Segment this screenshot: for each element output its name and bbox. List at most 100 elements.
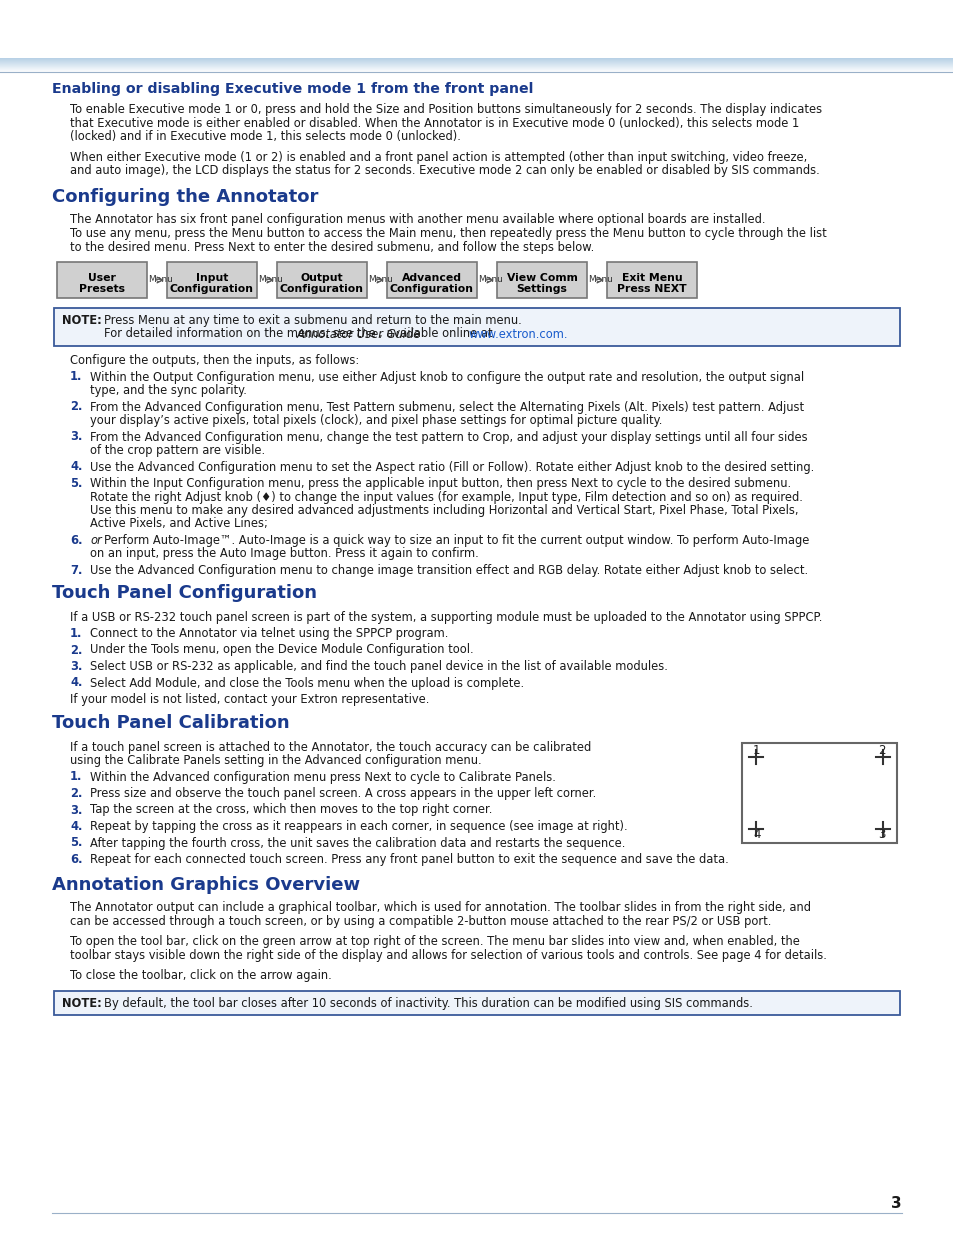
Text: Use the Advanced Configuration menu to set the Aspect ratio (Fill or Follow). Ro: Use the Advanced Configuration menu to s… [90, 461, 814, 473]
Text: 5.: 5. [70, 836, 82, 850]
Text: From the Advanced Configuration menu, change the test pattern to Crop, and adjus: From the Advanced Configuration menu, ch… [90, 431, 807, 443]
Text: that Executive mode is either enabled or disabled. When the Annotator is in Exec: that Executive mode is either enabled or… [70, 116, 799, 130]
Text: By default, the tool bar closes after 10 seconds of inactivity. This duration ca: By default, the tool bar closes after 10… [104, 997, 752, 1010]
Text: User: User [88, 273, 116, 283]
Bar [276, 262, 367, 298]
Text: Configuration: Configuration [390, 284, 474, 294]
Bar [606, 262, 697, 298]
Text: (locked) and if in Executive mode 1, this selects mode 0 (unlocked).: (locked) and if in Executive mode 1, thi… [70, 130, 460, 143]
Text: Press Menu at any time to exit a submenu and return to the main menu.: Press Menu at any time to exit a submenu… [104, 314, 521, 327]
Text: Annotation Graphics Overview: Annotation Graphics Overview [52, 876, 359, 893]
Text: using the Calibrate Panels setting in the Advanced configuration menu.: using the Calibrate Panels setting in th… [70, 755, 481, 767]
Text: 4.: 4. [70, 461, 82, 473]
Text: 7.: 7. [70, 564, 82, 577]
Text: The Annotator has six front panel configuration menus with another menu availabl: The Annotator has six front panel config… [70, 214, 764, 226]
Text: 3.: 3. [70, 659, 82, 673]
Text: When either Executive mode (1 or 2) is enabled and a front panel action is attem: When either Executive mode (1 or 2) is e… [70, 151, 806, 163]
Text: Configuring the Annotator: Configuring the Annotator [52, 188, 318, 205]
Text: your display’s active pixels, total pixels (clock), and pixel phase settings for: your display’s active pixels, total pixe… [90, 414, 661, 427]
Bar [741, 742, 896, 842]
Bar [54, 990, 899, 1015]
Text: Menu: Menu [368, 275, 393, 284]
Text: 6.: 6. [70, 534, 82, 547]
Bar [167, 262, 256, 298]
Text: Menu: Menu [477, 275, 502, 284]
Text: and auto image), the LCD displays the status for 2 seconds. Executive mode 2 can: and auto image), the LCD displays the st… [70, 164, 819, 177]
Text: Input: Input [195, 273, 228, 283]
Text: Menu: Menu [587, 275, 612, 284]
Text: Select USB or RS-232 as applicable, and find the touch panel device in the list : Select USB or RS-232 as applicable, and … [90, 659, 667, 673]
Text: Configuration: Configuration [170, 284, 253, 294]
Text: or: or [90, 534, 102, 547]
Text: Annotator User Guide: Annotator User Guide [296, 327, 420, 341]
Text: To use any menu, press the Menu button to access the Main menu, then repeatedly : To use any menu, press the Menu button t… [70, 227, 826, 240]
Text: NOTE:: NOTE: [62, 997, 102, 1010]
Text: Use the Advanced Configuration menu to change image transition effect and RGB de: Use the Advanced Configuration menu to c… [90, 564, 807, 577]
Text: Exit Menu: Exit Menu [621, 273, 681, 283]
Text: Connect to the Annotator via telnet using the SPPCP program.: Connect to the Annotator via telnet usin… [90, 627, 448, 640]
Text: From the Advanced Configuration menu, Test Pattern submenu, select the Alternati: From the Advanced Configuration menu, Te… [90, 400, 803, 414]
Text: NOTE:: NOTE: [62, 314, 102, 327]
Text: 3.: 3. [70, 431, 82, 443]
Text: For detailed information on the menus, see the: For detailed information on the menus, s… [104, 327, 379, 341]
Text: To close the toolbar, click on the arrow again.: To close the toolbar, click on the arrow… [70, 969, 332, 983]
Bar [497, 262, 586, 298]
Text: 3.: 3. [70, 804, 82, 816]
Text: on an input, press the Auto Image button. Press it again to confirm.: on an input, press the Auto Image button… [90, 547, 478, 561]
Text: View Comm: View Comm [506, 273, 577, 283]
Bar [54, 308, 899, 346]
Text: 4.: 4. [70, 677, 82, 689]
Text: Press NEXT: Press NEXT [617, 284, 686, 294]
Text: 1.: 1. [70, 627, 82, 640]
Text: Use this menu to make any desired advanced adjustments including Horizontal and : Use this menu to make any desired advanc… [90, 504, 798, 517]
Text: of the crop pattern are visible.: of the crop pattern are visible. [90, 445, 265, 457]
Text: Press size and observe the touch panel screen. A cross appears in the upper left: Press size and observe the touch panel s… [90, 787, 596, 800]
Text: To enable Executive mode 1 or 0, press and hold the Size and Position buttons si: To enable Executive mode 1 or 0, press a… [70, 103, 821, 116]
Text: 1.: 1. [70, 370, 82, 384]
Text: 1: 1 [752, 745, 760, 757]
Text: To open the tool bar, click on the green arrow at top right of the screen. The m: To open the tool bar, click on the green… [70, 935, 799, 948]
Text: Repeat by tapping the cross as it reappears in each corner, in sequence (see ima: Repeat by tapping the cross as it reappe… [90, 820, 627, 832]
Text: Under the Tools menu, open the Device Module Configuration tool.: Under the Tools menu, open the Device Mo… [90, 643, 473, 657]
Text: Configure the outputs, then the inputs, as follows:: Configure the outputs, then the inputs, … [70, 354, 359, 367]
Text: Tap the screen at the cross, which then moves to the top right corner.: Tap the screen at the cross, which then … [90, 804, 492, 816]
Text: After tapping the fourth cross, the unit saves the calibration data and restarts: After tapping the fourth cross, the unit… [90, 836, 625, 850]
Text: If a touch panel screen is attached to the Annotator, the touch accuracy can be : If a touch panel screen is attached to t… [70, 741, 591, 753]
Text: type, and the sync polarity.: type, and the sync polarity. [90, 384, 247, 396]
Text: Menu: Menu [148, 275, 172, 284]
Text: Advanced: Advanced [401, 273, 461, 283]
Text: 4.: 4. [70, 820, 82, 832]
Text: Within the Input Configuration menu, press the applicable input button, then pre: Within the Input Configuration menu, pre… [90, 477, 790, 490]
Text: Menu: Menu [257, 275, 283, 284]
Text: The Annotator output can include a graphical toolbar, which is used for annotati: The Annotator output can include a graph… [70, 902, 810, 914]
Text: Repeat for each connected touch screen. Press any front panel button to exit the: Repeat for each connected touch screen. … [90, 853, 728, 866]
Text: Rotate the right Adjust knob (♦) to change the input values (for example, Input : Rotate the right Adjust knob (♦) to chan… [90, 490, 802, 504]
Text: Select Add Module, and close the Tools menu when the upload is complete.: Select Add Module, and close the Tools m… [90, 677, 523, 689]
Text: Perform Auto-Image™. Auto-Image is a quick way to size an input to fit the curre: Perform Auto-Image™. Auto-Image is a qui… [104, 534, 808, 547]
Text: Active Pixels, and Active Lines;: Active Pixels, and Active Lines; [90, 517, 268, 531]
Text: 3: 3 [878, 827, 885, 841]
Text: 2.: 2. [70, 643, 82, 657]
Text: to the desired menu. Press Next to enter the desired submenu, and follow the ste: to the desired menu. Press Next to enter… [70, 241, 594, 253]
Text: Settings: Settings [516, 284, 567, 294]
Text: 5.: 5. [70, 477, 82, 490]
Text: 1.: 1. [70, 771, 82, 783]
Text: Configuration: Configuration [280, 284, 364, 294]
Text: 3: 3 [890, 1195, 901, 1212]
Text: Within the Advanced configuration menu press Next to cycle to Calibrate Panels.: Within the Advanced configuration menu p… [90, 771, 556, 783]
Text: Touch Panel Configuration: Touch Panel Configuration [52, 584, 316, 603]
Text: Touch Panel Calibration: Touch Panel Calibration [52, 715, 290, 732]
Text: 2.: 2. [70, 787, 82, 800]
Text: 4: 4 [752, 827, 760, 841]
Text: If your model is not listed, contact your Extron representative.: If your model is not listed, contact you… [70, 693, 429, 706]
Text: 6.: 6. [70, 853, 82, 866]
Text: Within the Output Configuration menu, use either Adjust knob to configure the ou: Within the Output Configuration menu, us… [90, 370, 803, 384]
Text: 2: 2 [878, 745, 885, 757]
Text: 2.: 2. [70, 400, 82, 414]
Text: If a USB or RS-232 touch panel screen is part of the system, a supporting module: If a USB or RS-232 touch panel screen is… [70, 610, 821, 624]
Text: can be accessed through a touch screen, or by using a compatible 2-button mouse : can be accessed through a touch screen, … [70, 915, 771, 927]
Text: Presets: Presets [79, 284, 125, 294]
Bar [387, 262, 476, 298]
Bar [57, 262, 147, 298]
Text: Output: Output [300, 273, 343, 283]
